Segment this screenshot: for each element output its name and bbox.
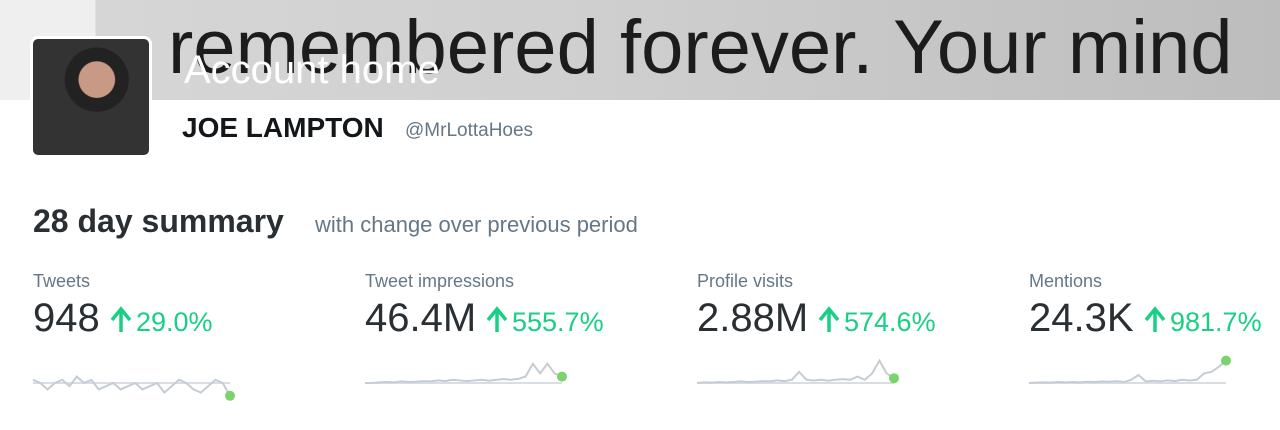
account-home[interactable]: Account home: [184, 48, 440, 92]
stat-value: 46.4M: [365, 296, 477, 340]
stat-change: 555.7%: [512, 307, 604, 337]
sparkline: [365, 361, 563, 384]
summary-title: 28 day summary: [33, 203, 284, 239]
profile-name[interactable]: JOE LAMPTON: [182, 112, 384, 143]
stat-change: 29.0%: [136, 307, 213, 337]
sparkline-end: [1221, 355, 1231, 366]
profile-handle[interactable]: @MrLottaHoes: [405, 120, 534, 141]
sparkline-end: [889, 373, 899, 384]
stat-value: 2.88M: [697, 296, 809, 340]
change-arrow: [1144, 306, 1166, 332]
avatar[interactable]: [30, 36, 152, 158]
sparkline: [696, 358, 895, 384]
change-arrow: [110, 306, 132, 332]
sparkline-end: [225, 390, 235, 401]
stat-change: 981.7%: [1170, 307, 1262, 337]
change-arrow: [818, 306, 840, 332]
banner: remembered forever. Your mind: [0, 0, 1280, 100]
sparkline: [1028, 359, 1227, 384]
summary-subtitle: with change over previous period: [315, 212, 638, 237]
stat-value: 24.3K: [1029, 296, 1134, 340]
stat-label: Profile visits: [697, 271, 794, 291]
sparkline: [32, 375, 231, 397]
sparkline-end: [557, 371, 567, 382]
banner-text: remembered forever. Your mind: [168, 5, 1233, 90]
change-arrow: [486, 306, 508, 332]
stat-change: 574.6%: [844, 307, 936, 337]
stat-value: 948: [33, 296, 100, 340]
stat-label: Tweets: [33, 271, 91, 291]
stat-label: Mentions: [1029, 271, 1103, 291]
stat-label: Tweet impressions: [365, 271, 515, 291]
